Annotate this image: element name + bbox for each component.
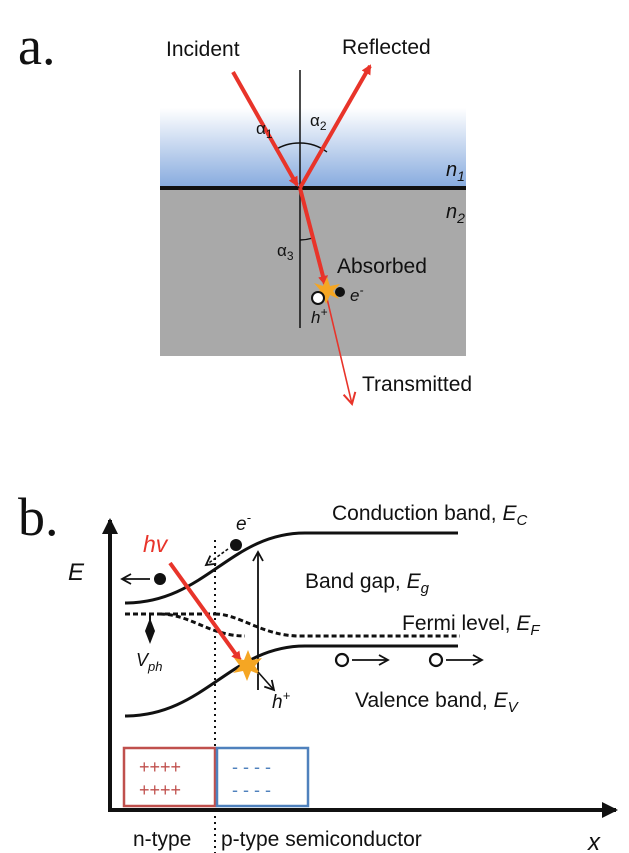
transmitted-label: Transmitted [362, 373, 472, 396]
hole-dot [311, 291, 325, 305]
refracted-ray [298, 187, 328, 286]
conduction-band-label: Conduction band, EC [332, 502, 527, 529]
fermi-level-holes [159, 612, 246, 638]
angle-arc-alpha2 [299, 142, 328, 153]
absorbed-label: Absorbed [337, 255, 427, 278]
panel-a-label: a. [18, 16, 55, 76]
alpha1-label: α1 [256, 119, 273, 141]
photon-ray [168, 561, 242, 662]
absorption-spark [313, 277, 340, 304]
reflected-ray [298, 64, 372, 189]
n-type-label: n-type [133, 828, 191, 851]
alpha2-label: α2 [310, 111, 327, 133]
electron-dot-conduction [230, 539, 242, 551]
fermi-level-label: Fermi level, EF [402, 612, 540, 639]
medium-1 [160, 108, 466, 188]
electron-dot-n [154, 573, 166, 585]
panel-a: a. Incident Reflected α1 α2 α3 n1 n2 Abs… [18, 16, 472, 404]
electron-dot [335, 287, 345, 297]
p-type-label: p-type semiconductor [221, 828, 422, 851]
transmitted-ray [324, 289, 352, 404]
panel-b-label: b. [18, 487, 59, 547]
p-type-charge-box [215, 746, 310, 808]
y-axis-label: E [68, 559, 85, 586]
negative-charges-row-2: - - - - [232, 780, 271, 800]
n-type-charge-box [122, 746, 217, 808]
electron-drift-arrow [204, 548, 229, 567]
valence-band-label: Valence band, EV [355, 689, 520, 716]
fermi-level-electrons [214, 612, 460, 638]
photon-label: hv [143, 531, 169, 557]
generation-spark [233, 650, 262, 681]
n2-label: n2 [446, 201, 465, 226]
hole-dot-1 [334, 652, 350, 668]
conduction-band [124, 531, 458, 605]
positive-charges-row-2: ++++ [139, 780, 181, 800]
hole-label: h+ [311, 305, 327, 327]
electron-label: e- [350, 283, 363, 305]
vph-marker [145, 618, 155, 644]
positive-charges-row-1: ++++ [139, 757, 181, 777]
hole-dot-2 [428, 652, 444, 668]
n1-label: n1 [446, 159, 465, 184]
electron-label-b: e- [236, 510, 252, 535]
hole-path-arrow [257, 671, 276, 692]
incident-ray [231, 71, 299, 187]
valence-band [124, 644, 458, 718]
vph-label: Vph [136, 650, 162, 674]
medium-2 [160, 188, 466, 356]
negative-charges-row-1: - - - - [232, 757, 271, 777]
x-axis-label: x [587, 829, 601, 853]
alpha3-label: α3 [277, 241, 294, 263]
incident-label: Incident [166, 38, 240, 61]
panel-b: b. E x Vph hv e- h [18, 487, 618, 853]
hole-label-b: h+ [272, 688, 291, 713]
reflected-label: Reflected [342, 36, 431, 59]
band-gap-label: Band gap, Eg [305, 570, 430, 597]
